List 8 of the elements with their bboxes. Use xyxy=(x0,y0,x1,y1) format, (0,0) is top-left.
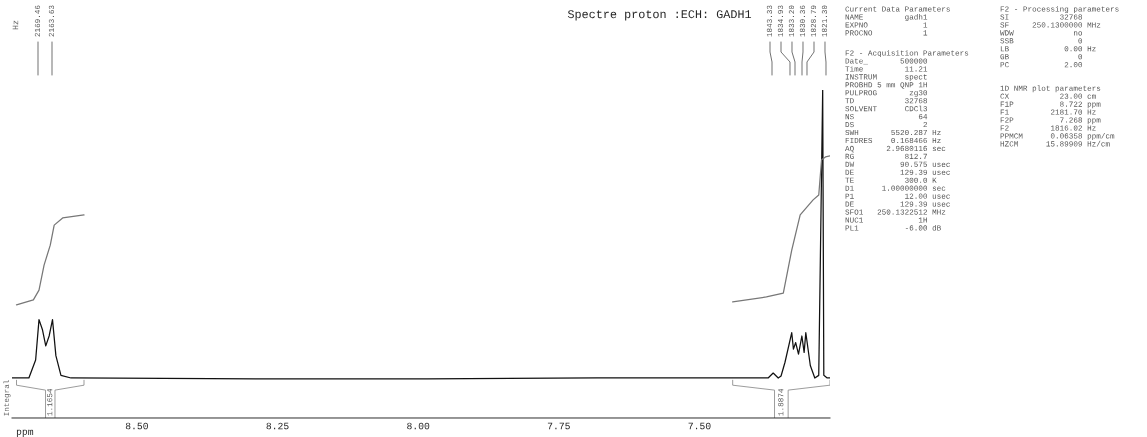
x-tick-label: 8.50 xyxy=(125,422,148,430)
chart-title: Spectre proton :ECH: GADH1 xyxy=(567,10,752,21)
text: Hz xyxy=(12,20,19,30)
x-tick-label: 7.75 xyxy=(547,422,570,430)
x-tick-label: 8.25 xyxy=(266,422,289,430)
x-axis-title: ppm xyxy=(16,429,34,437)
x-tick-label: 8.00 xyxy=(407,422,430,430)
x-tick-label: 7.50 xyxy=(688,422,711,430)
